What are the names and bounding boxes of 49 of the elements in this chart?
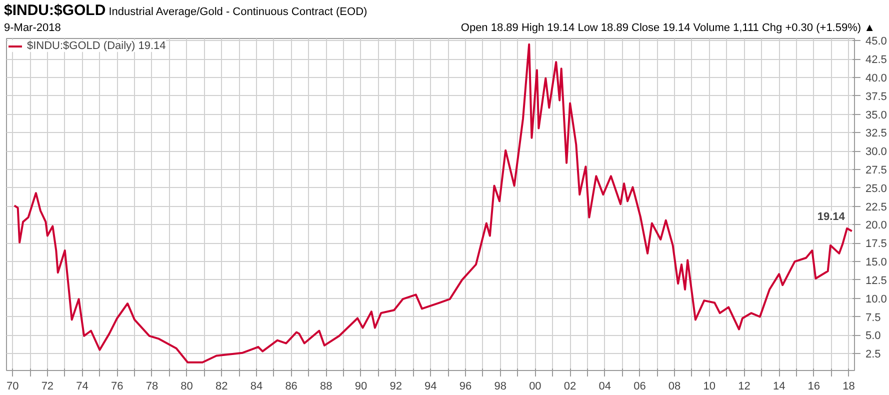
y-tick-label: 27.5: [866, 164, 887, 177]
x-tick-label: 06: [634, 380, 646, 392]
x-tick-label: 16: [808, 380, 820, 392]
x-tick-label: 76: [111, 380, 124, 392]
x-tick-label: 70: [6, 380, 19, 392]
chart-title: $INDU:$GOLD: [4, 2, 106, 19]
text: Industrial Average/Gold - Continuous Contract (EOD): [108, 6, 368, 18]
x-tick-label: 18: [842, 380, 855, 392]
y-tick-label: 40.0: [866, 72, 887, 85]
x-tick-label: 88: [320, 380, 332, 392]
y-tick-label: 32.5: [866, 128, 887, 140]
x-tick-label: 94: [424, 380, 437, 392]
x-tick-label: 78: [146, 380, 158, 392]
x-tick-label: 08: [668, 380, 681, 392]
x-tick-label: 04: [598, 380, 612, 392]
y-tick-label: 2.5: [866, 348, 881, 361]
y-tick-label: 22.5: [866, 201, 887, 214]
y-tick-label: 35.0: [866, 109, 887, 122]
y-tick-label: 25.0: [866, 182, 887, 195]
x-tick-label: 96: [459, 380, 472, 392]
x-tick-label: 74: [76, 380, 88, 392]
legend-label: $INDU:$GOLD (Daily) 19.14: [27, 40, 166, 52]
text: Open 18.89 High 19.14 Low 18.89 Close 19.14 Volume 1,111 Chg +0.30 (+1.59%) ▲: [460, 21, 875, 36]
y-tick-label: 20.0: [866, 220, 887, 232]
y-tick-label: 37.5: [866, 90, 887, 103]
y-tick-label: 42.5: [866, 54, 887, 66]
annotation: 19.14: [817, 211, 846, 224]
y-tick-label: 10.0: [866, 293, 887, 306]
y-tick-label: 15.0: [866, 256, 887, 269]
x-tick-label: 98: [494, 380, 506, 392]
y-tick-label: 7.5: [866, 312, 881, 324]
x-tick-label: 10: [703, 380, 716, 392]
x-tick-label: 92: [390, 380, 402, 392]
x-tick-label: 82: [216, 380, 228, 392]
y-tick-label: 17.5: [866, 238, 887, 250]
y-tick-label: 5.0: [866, 330, 881, 342]
y-tick-label: 30.0: [866, 146, 887, 158]
x-tick-label: 00: [529, 380, 542, 392]
x-tick-label: 86: [285, 380, 298, 392]
chart-subtitle: 9-Mar-2018: [4, 21, 61, 36]
x-tick-label: 84: [250, 380, 263, 392]
y-tick-label: 45.0: [866, 36, 887, 48]
x-tick-label: 80: [180, 380, 193, 392]
x-tick-label: 12: [738, 380, 750, 392]
x-tick-label: 90: [354, 380, 368, 392]
x-tick-label: 14: [772, 380, 786, 392]
x-tick-label: 02: [564, 380, 576, 392]
x-tick-label: 72: [41, 380, 54, 392]
y-tick-label: 12.5: [866, 274, 887, 287]
